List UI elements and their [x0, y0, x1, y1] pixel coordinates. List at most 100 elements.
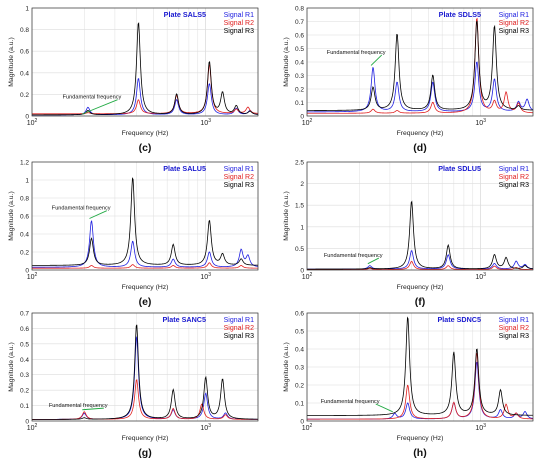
plate-title: Plate SDNC5	[437, 315, 481, 324]
legend-entry: Signal R3	[499, 333, 529, 340]
annotation-fundamental-frequency: Fundamental frequency	[52, 206, 111, 212]
legend-entry: Signal R2	[499, 174, 529, 181]
y-axis-title: Magnitude (a.u.)	[8, 37, 15, 87]
y-tick-label: 0.6	[295, 33, 304, 40]
annotation-fundamental-frequency: Fundamental frequency	[321, 399, 380, 405]
x-tick-label: 102	[302, 118, 313, 127]
annotation-arrow	[367, 257, 380, 265]
y-tick-label: 0.3	[295, 365, 304, 372]
x-axis-title: Frequency (Hz)	[397, 284, 444, 291]
x-tick-label: 103	[200, 272, 211, 281]
y-tick-label: 0.7	[295, 19, 304, 26]
panel-c: 0 0.2 0.4 0.6 0.8 1 102 103 Plate SALS5 Signal R1…	[8, 6, 259, 154]
y-tick-label: 0.5	[295, 246, 304, 253]
panel-e: 0 0.2 0.4 0.6 0.8 1 1.2 102 103 Plate SALU5 Signal…	[8, 160, 259, 308]
series-line-signal-r2	[32, 262, 259, 269]
y-tick-label: 0.6	[20, 214, 29, 221]
legend-entry: Signal R2	[224, 20, 254, 27]
plate-title: Plate SALU5	[163, 164, 206, 173]
x-tick-label: 102	[302, 272, 313, 281]
y-tick-label: 0.6	[20, 326, 29, 333]
annotation-arrow	[82, 407, 104, 411]
series-line-signal-r3	[306, 20, 534, 111]
y-tick-label: 0.4	[295, 347, 304, 354]
x-axis-title: Frequency (Hz)	[397, 130, 444, 137]
y-tick-label: 1	[25, 178, 29, 185]
y-tick-label: 0.8	[20, 196, 29, 203]
annotation-fundamental-frequency: Fundamental frequency	[324, 253, 383, 259]
y-tick-label: 0.2	[20, 388, 29, 395]
panel-g: 0 0.1 0.2 0.3 0.4 0.5 0.6 0.7 102 103 Plate SANC5 S…	[8, 311, 259, 459]
series-line-signal-r1	[32, 220, 259, 268]
series-line-signal-r2	[32, 63, 259, 115]
y-tick-label: 0.2	[20, 250, 29, 257]
y-tick-label: 0.5	[20, 341, 29, 348]
x-tick-label: 103	[475, 118, 486, 127]
legend-entry: Signal R3	[224, 28, 254, 35]
plot-frame	[31, 312, 259, 422]
panel-label: (h)	[413, 447, 426, 459]
plot-frame	[306, 312, 534, 422]
y-tick-label: 0.4	[20, 232, 29, 239]
x-axis-title: Frequency (Hz)	[122, 130, 169, 137]
series-line-signal-r3	[307, 316, 534, 416]
series-line-signal-r3	[32, 22, 259, 116]
panel-label: (d)	[413, 142, 426, 154]
panel-h: 0 0.1 0.2 0.3 0.4 0.5 0.6 102 103 Plate SDNC5 Sign…	[283, 311, 534, 459]
y-tick-label: 0.4	[295, 60, 304, 67]
y-tick-label: 0.2	[20, 92, 29, 99]
x-tick-label: 102	[302, 423, 313, 432]
plot-frame	[31, 7, 259, 117]
y-tick-label: 0.2	[295, 383, 304, 390]
plate-title: Plate SDLU5	[438, 164, 481, 173]
plot-area	[32, 313, 258, 421]
annotation-fundamental-frequency: Fundamental frequency	[327, 50, 386, 56]
legend-entry: Signal R1	[224, 317, 254, 324]
y-tick-label: 0.1	[20, 403, 29, 410]
y-tick-label: 0	[25, 114, 29, 121]
x-tick-label: 103	[200, 118, 211, 127]
panel-label: (f)	[415, 296, 426, 308]
y-tick-label: 0.6	[295, 311, 304, 318]
legend-entry: Signal R1	[224, 166, 254, 173]
y-tick-label: 1	[25, 6, 29, 13]
y-tick-label: 0.1	[295, 401, 304, 408]
legend-entry: Signal R1	[499, 166, 529, 173]
y-tick-label: 0.3	[295, 73, 304, 80]
annotation-arrow	[375, 403, 393, 413]
y-tick-label: 0.4	[20, 70, 29, 77]
x-tick-label: 103	[475, 423, 486, 432]
x-tick-label: 102	[27, 272, 38, 281]
y-axis-title: Magnitude (a.u.)	[283, 191, 290, 241]
y-tick-label: 0.1	[295, 100, 304, 107]
legend-entry: Signal R3	[499, 28, 529, 35]
x-tick-label: 102	[27, 423, 38, 432]
y-axis-title: Magnitude (a.u.)	[283, 342, 290, 392]
series-line-signal-r2	[307, 17, 534, 114]
annotation-arrow	[82, 99, 118, 115]
legend-entry: Signal R3	[499, 182, 529, 189]
plate-title: Plate SALS5	[164, 10, 206, 19]
x-axis-title: Frequency (Hz)	[122, 284, 169, 291]
y-tick-label: 0.3	[20, 372, 29, 379]
panel-d: 0 0.1 0.2 0.3 0.4 0.5 0.6 0.7 0.8 102 103 Plate SDL…	[283, 6, 534, 154]
series-line-signal-r3	[307, 200, 534, 270]
y-tick-label: 1.5	[295, 203, 304, 210]
plot-frame	[31, 161, 259, 271]
x-axis-title: Frequency (Hz)	[397, 435, 444, 442]
plot-frame	[306, 7, 534, 117]
y-tick-label: 1	[300, 224, 304, 231]
series-line-signal-r2	[307, 261, 533, 270]
series-line-signal-r1	[307, 61, 534, 113]
y-tick-label: 0.2	[295, 87, 304, 94]
plate-title: Plate SDLS5	[439, 10, 481, 19]
legend-entry: Signal R1	[499, 12, 529, 19]
y-tick-label: 0	[300, 114, 304, 121]
x-tick-label: 103	[475, 272, 486, 281]
y-axis-title: Magnitude (a.u.)	[8, 191, 15, 241]
series-line-signal-r2	[307, 352, 534, 420]
y-axis-title: Magnitude (a.u.)	[283, 37, 290, 87]
legend-entry: Signal R1	[224, 12, 254, 19]
